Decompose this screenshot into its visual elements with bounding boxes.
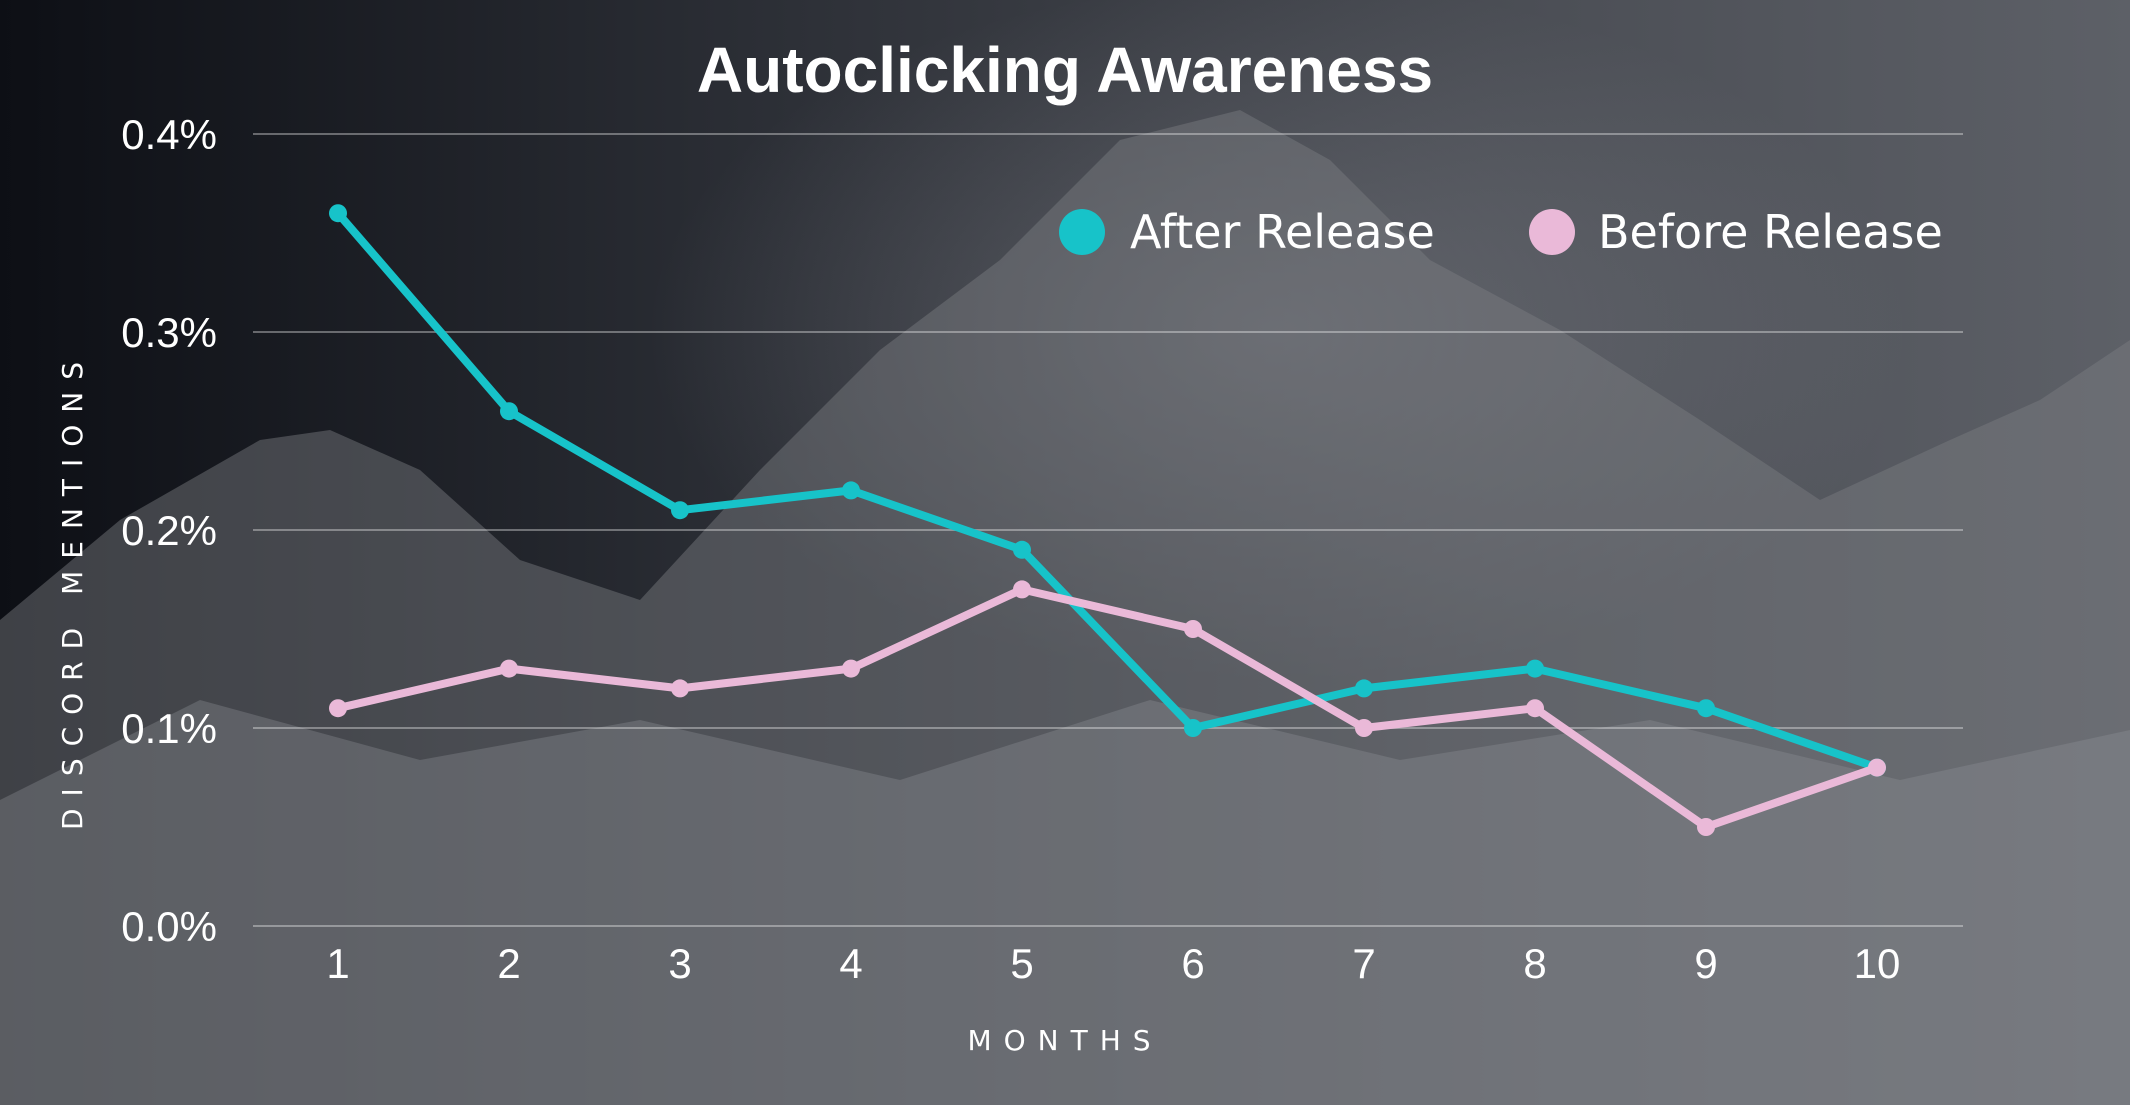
data-point — [500, 659, 518, 678]
legend-marker — [1059, 209, 1105, 255]
data-point — [1526, 699, 1544, 718]
y-axis-label: DISCORD MENTIONS — [56, 350, 89, 830]
y-axis-ticks: 0.0% 0.1% 0.2% 0.3% 0.4% — [121, 111, 217, 950]
x-tick-label: 8 — [1523, 940, 1546, 987]
x-tick-label: 10 — [1854, 940, 1901, 987]
grid — [253, 133, 1963, 927]
series — [329, 204, 1886, 836]
x-axis-ticks: 1 2 3 4 5 6 7 8 9 10 — [326, 940, 1900, 987]
data-point — [671, 501, 689, 520]
x-axis-label: MONTHS — [967, 1024, 1162, 1057]
data-point — [671, 679, 689, 698]
background-mountain — [0, 110, 2130, 1105]
data-point — [1355, 679, 1373, 698]
data-point — [1526, 659, 1544, 678]
chart-title: Autoclicking Awareness — [697, 34, 1433, 106]
x-tick-label: 1 — [326, 940, 349, 987]
legend-label: After Release — [1130, 205, 1435, 259]
x-tick-label: 3 — [668, 940, 691, 987]
data-point — [1355, 719, 1373, 737]
y-tick-label: 0.4% — [121, 111, 217, 158]
data-point — [1013, 540, 1031, 559]
x-tick-label: 4 — [839, 940, 862, 987]
x-tick-label: 9 — [1694, 940, 1717, 987]
data-point — [1184, 620, 1202, 638]
x-tick-label: 2 — [497, 940, 520, 987]
legend: After Release Before Release — [1059, 205, 1943, 259]
data-point — [1184, 719, 1202, 737]
data-point — [842, 481, 860, 500]
x-tick-label: 5 — [1010, 940, 1033, 987]
series-after-release — [329, 204, 1886, 777]
series-before-release — [329, 580, 1886, 836]
x-tick-label: 6 — [1181, 940, 1204, 987]
data-point — [329, 699, 347, 718]
y-tick-label: 0.3% — [121, 309, 217, 356]
y-tick-label: 0.1% — [121, 705, 217, 752]
data-point — [329, 204, 347, 223]
series-line — [334, 209, 1881, 772]
x-tick-label: 7 — [1352, 940, 1375, 987]
data-point — [1697, 818, 1715, 836]
legend-marker — [1529, 209, 1575, 255]
data-point — [1868, 758, 1886, 777]
data-point — [500, 402, 518, 421]
series-line — [334, 585, 1881, 831]
y-tick-label: 0.2% — [121, 507, 217, 554]
legend-label: Before Release — [1598, 205, 1943, 259]
data-point — [1013, 580, 1031, 599]
y-tick-label: 0.0% — [121, 903, 217, 950]
data-point — [1697, 699, 1715, 718]
data-point — [842, 659, 860, 678]
